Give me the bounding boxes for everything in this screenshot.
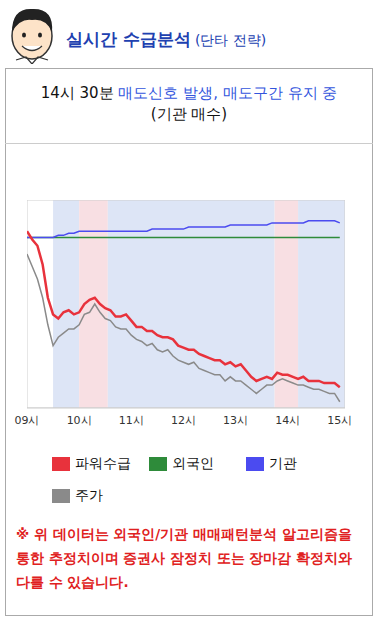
svg-text:10시: 10시 <box>67 414 92 427</box>
html-text:기관: 기관 <box>269 455 297 471</box>
svg-text:15시: 15시 <box>327 414 352 427</box>
html-text:파워수급: 파워수급 <box>75 455 131 471</box>
svg-text:11시: 11시 <box>119 414 144 427</box>
html-text:※ 위 데이터는 외국인/기관 매매패턴분석 알고리즘을 통: ※ 위 데이터는 외국인/기관 매매패턴분석 알고리즘을 통한 추정치이며 증권… <box>16 526 353 590</box>
html-text:주가: 주가 <box>75 487 103 503</box>
html-text:실시간 수급분석 (단타 전략): 실시간 수급분석 (단타 전략) <box>66 29 267 49</box>
svg-text:09시: 09시 <box>15 414 40 427</box>
svg-text:12시: 12시 <box>171 414 196 427</box>
svg-text:14시: 14시 <box>275 414 300 427</box>
html-text:(기관 매수): (기관 매수) <box>150 105 228 123</box>
svg-text:13시: 13시 <box>223 414 248 427</box>
html-text:외국인: 외국인 <box>172 455 214 471</box>
html-text:14시 30분 매도신호 발생, 매도구간 유지 중: 14시 30분 매도신호 발생, 매도구간 유지 중 <box>40 84 338 102</box>
